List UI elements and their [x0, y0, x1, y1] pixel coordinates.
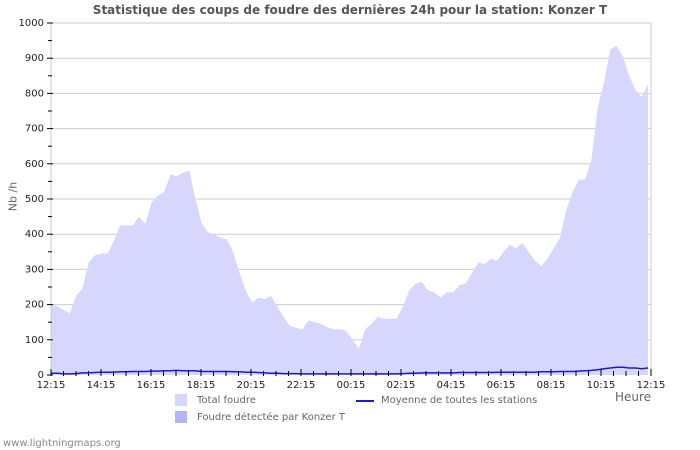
- svg-text:200: 200: [25, 300, 44, 311]
- svg-text:400: 400: [25, 229, 44, 240]
- legend-line-average: [356, 400, 374, 402]
- legend-label-average: Moyenne de toutes les stations: [381, 395, 538, 406]
- average-line: [51, 366, 649, 375]
- chart-title: Statistique des coups de foudre des dern…: [92, 3, 608, 17]
- svg-text:800: 800: [25, 88, 44, 99]
- svg-text:00:15: 00:15: [337, 380, 366, 391]
- x-axis-ticks: 12:15 14:15 16:15 18:15 20:15 22:15 00:15 02:15…: [37, 369, 666, 391]
- svg-text:14:15: 14:15: [87, 380, 116, 391]
- svg-text:04:15: 04:15: [437, 380, 466, 391]
- svg-text:900: 900: [25, 53, 44, 64]
- legend-label-total: Total foudre: [197, 395, 256, 406]
- svg-text:300: 300: [25, 264, 44, 275]
- legend-label-detected: Foudre détectée par Konzer T: [197, 412, 345, 423]
- svg-text:18:15: 18:15: [187, 380, 216, 391]
- y-axis-ticks: 0 100 200 300 400 500 600 700 800 900 1000: [19, 18, 53, 381]
- svg-text:20:15: 20:15: [237, 380, 266, 391]
- svg-text:06:15: 06:15: [487, 380, 516, 391]
- svg-text:600: 600: [25, 159, 44, 170]
- legend-swatch-detected: [175, 411, 187, 423]
- legend-swatch-total: [175, 394, 187, 406]
- total-foudre-area: [51, 45, 648, 376]
- svg-text:700: 700: [25, 124, 44, 135]
- svg-text:500: 500: [25, 194, 44, 205]
- x-axis-label: Heure: [615, 390, 652, 404]
- svg-text:12:15: 12:15: [637, 380, 666, 391]
- svg-text:02:15: 02:15: [387, 380, 416, 391]
- source-link[interactable]: www.lightningmaps.org: [3, 438, 121, 449]
- svg-text:08:15: 08:15: [537, 380, 566, 391]
- svg-text:22:15: 22:15: [287, 380, 316, 391]
- svg-text:10:15: 10:15: [587, 380, 616, 391]
- svg-text:0: 0: [38, 370, 44, 381]
- svg-text:1000: 1000: [19, 18, 44, 29]
- svg-text:12:15: 12:15: [37, 380, 66, 391]
- svg-text:100: 100: [25, 335, 44, 346]
- svg-text:16:15: 16:15: [137, 380, 166, 391]
